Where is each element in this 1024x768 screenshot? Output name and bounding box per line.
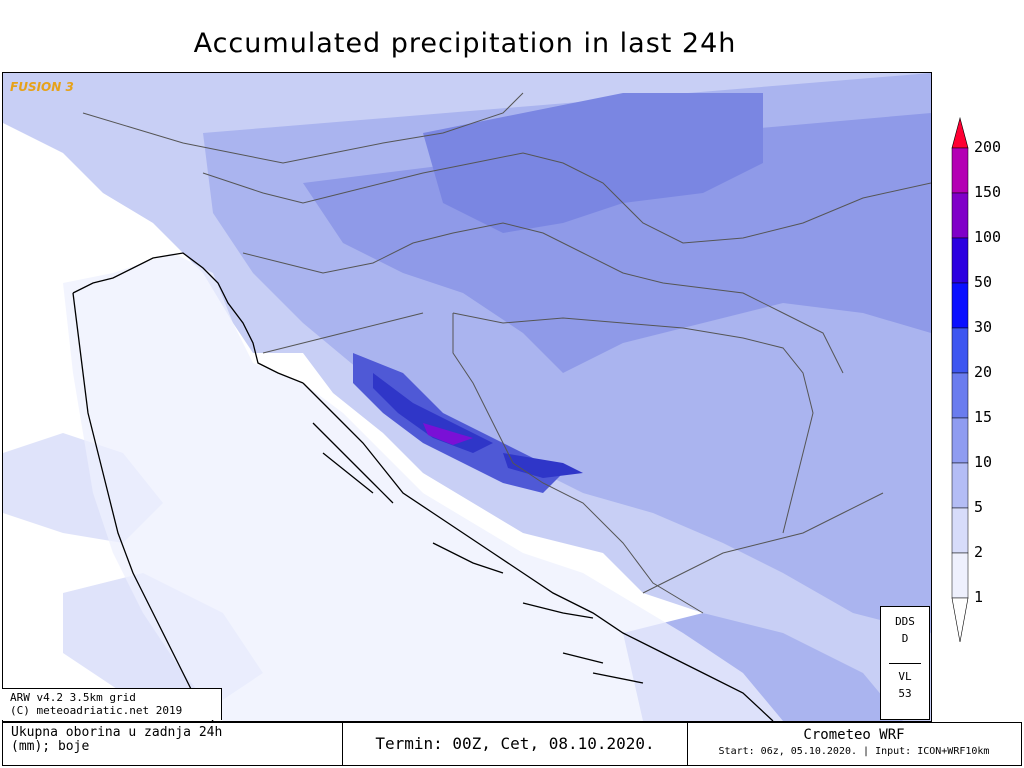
start-info: Start: 06z, 05.10.2020. | Input: ICON+WR…	[718, 746, 990, 757]
legend-swatch	[951, 282, 969, 329]
model-version: ARW v4.2 3.5km grid	[10, 691, 136, 704]
description-line-2: (mm); boje	[11, 739, 90, 754]
legend-swatch	[951, 147, 969, 194]
footer-description: Ukupna oborina u zadnja 24h (mm); boje	[3, 723, 343, 765]
legend-swatch	[951, 552, 969, 599]
legend-colorbar	[951, 116, 969, 643]
model-info-box: ARW v4.2 3.5km grid (C) meteoadriatic.ne…	[2, 688, 222, 720]
legend-swatch	[951, 237, 969, 284]
page-title: Accumulated precipitation in last 24h	[193, 28, 737, 59]
legend-level-label: 10	[974, 453, 993, 471]
legend-level-label: 100	[974, 228, 1002, 246]
legend-level-label: 150	[974, 183, 1002, 201]
model-name: Crometeo WRF	[803, 727, 905, 743]
legend-level-label: 5	[974, 498, 984, 516]
map-canvas	[3, 73, 931, 721]
legend-top-arrow	[951, 116, 969, 149]
dds-label: DDS	[895, 615, 915, 628]
legend-swatch	[951, 417, 969, 464]
vl-label: VL	[898, 670, 912, 683]
precip-legend: 200 150 100 50 30 20 15 10 5 2 1	[946, 112, 1024, 672]
dds-box: DDS D VL 53	[880, 606, 930, 720]
legend-swatch	[951, 372, 969, 419]
precipitation-map	[2, 72, 932, 722]
legend-swatch	[951, 507, 969, 554]
coastline	[72, 252, 774, 721]
termin-text: Termin: 00Z, Cet, 08.10.2020.	[343, 723, 688, 765]
dds-divider	[889, 663, 921, 664]
dds-value: D	[901, 632, 909, 645]
description-line-1: Ukupna oborina u zadnja 24h	[11, 725, 223, 740]
copyright: (C) meteoadriatic.net 2019	[10, 704, 183, 717]
legend-swatch	[951, 327, 969, 374]
legend-level-label: 50	[974, 273, 993, 291]
legend-level-label: 30	[974, 318, 993, 336]
legend-level-label: 20	[974, 363, 993, 381]
fusion-badge: FUSION 3	[10, 80, 74, 94]
legend-level-label: 200	[974, 138, 1002, 156]
country-borders	[82, 92, 931, 614]
footer-bar: Ukupna oborina u zadnja 24h (mm); boje T…	[2, 722, 1022, 766]
legend-level-label: 15	[974, 408, 993, 426]
vl-value: 53	[898, 687, 912, 700]
adriatic-sea	[63, 253, 783, 721]
legend-bottom-arrow	[951, 597, 969, 643]
legend-level-label: 1	[974, 588, 984, 606]
legend-swatch	[951, 192, 969, 239]
legend-swatch	[951, 462, 969, 509]
model-credit: Crometeo WRF Start: 06z, 05.10.2020. | I…	[687, 723, 1021, 765]
legend-level-label: 2	[974, 543, 984, 561]
